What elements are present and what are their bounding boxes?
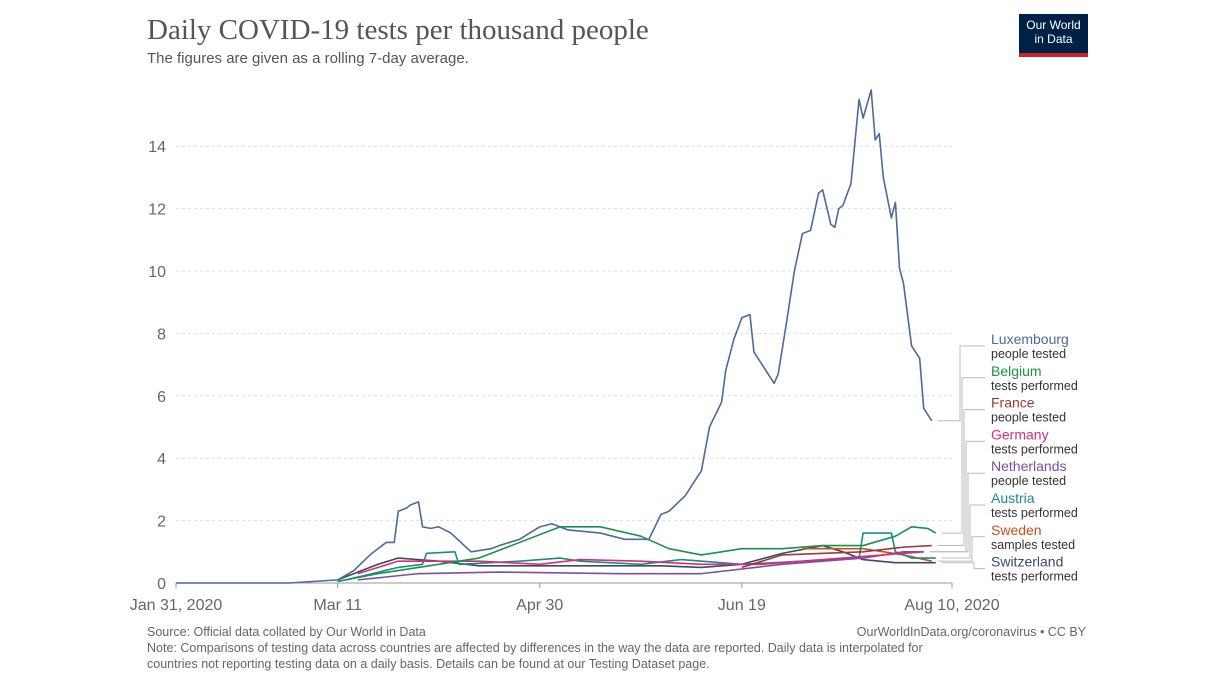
owid-logo[interactable]: Our World in Data xyxy=(1019,14,1088,57)
chart-title: Daily COVID-19 tests per thousand people xyxy=(147,14,649,46)
logo-line2: in Data xyxy=(1034,32,1073,46)
chart-subtitle: The figures are given as a rolling 7-day… xyxy=(147,50,469,67)
legend-country: France xyxy=(991,395,1035,411)
note-line-2: countries not reporting testing data on … xyxy=(147,657,710,671)
legend-unit: tests performed xyxy=(991,506,1078,520)
legend-connector xyxy=(941,504,985,559)
y-tick-label: 10 xyxy=(148,264,166,281)
y-tick-label: 12 xyxy=(148,202,166,219)
note-line-1: Note: Comparisons of testing data across… xyxy=(147,641,923,655)
y-tick-label: 14 xyxy=(148,139,166,156)
legend-unit: tests performed xyxy=(991,442,1078,456)
series-line-germany xyxy=(357,551,924,575)
legend-connector xyxy=(937,536,985,562)
series-line-austria xyxy=(345,532,936,581)
legend-connector xyxy=(941,562,985,570)
x-tick-label: Jun 19 xyxy=(718,597,766,614)
legend-country: Germany xyxy=(991,426,1049,442)
legend-connector xyxy=(937,345,985,422)
y-tick-label: 6 xyxy=(157,389,166,406)
x-tick-label: Apr 30 xyxy=(516,597,563,614)
legend-unit: people tested xyxy=(991,347,1066,361)
series-line-belgium xyxy=(337,526,937,583)
legend-country: Belgium xyxy=(991,363,1042,379)
legend-connector xyxy=(937,409,985,547)
legend-connector xyxy=(941,377,985,534)
y-tick-label: 8 xyxy=(157,326,166,343)
legend-country: Austria xyxy=(991,490,1035,506)
source-text: Source: Official data collated by Our Wo… xyxy=(147,625,426,639)
legend-unit: tests performed xyxy=(991,570,1078,584)
x-tick-label: Mar 11 xyxy=(313,597,362,614)
y-tick-label: 0 xyxy=(157,576,166,593)
series-line-switzerland xyxy=(337,544,936,581)
legend-unit: tests performed xyxy=(991,379,1078,393)
legend-country: Switzerland xyxy=(991,554,1063,570)
series-line-france xyxy=(741,544,932,569)
legend-unit: people tested xyxy=(991,474,1066,488)
license-link[interactable]: OurWorldInData.org/coronavirus • CC BY xyxy=(856,625,1086,639)
legend-country: Netherlands xyxy=(991,458,1067,474)
y-tick-label: 4 xyxy=(157,451,166,468)
y-tick-label: 2 xyxy=(157,514,166,531)
series-line-luxembourg xyxy=(176,89,933,584)
legend-country: Sweden xyxy=(991,522,1042,538)
legend-connector xyxy=(929,472,985,553)
legend-unit: samples tested xyxy=(991,538,1075,552)
x-tick-label: Jan 31, 2020 xyxy=(130,597,223,614)
legend-country: Luxembourg xyxy=(991,331,1069,347)
logo-line1: Our World xyxy=(1026,18,1081,32)
x-tick-label: Aug 10, 2020 xyxy=(904,597,999,614)
legend-unit: people tested xyxy=(991,411,1066,425)
